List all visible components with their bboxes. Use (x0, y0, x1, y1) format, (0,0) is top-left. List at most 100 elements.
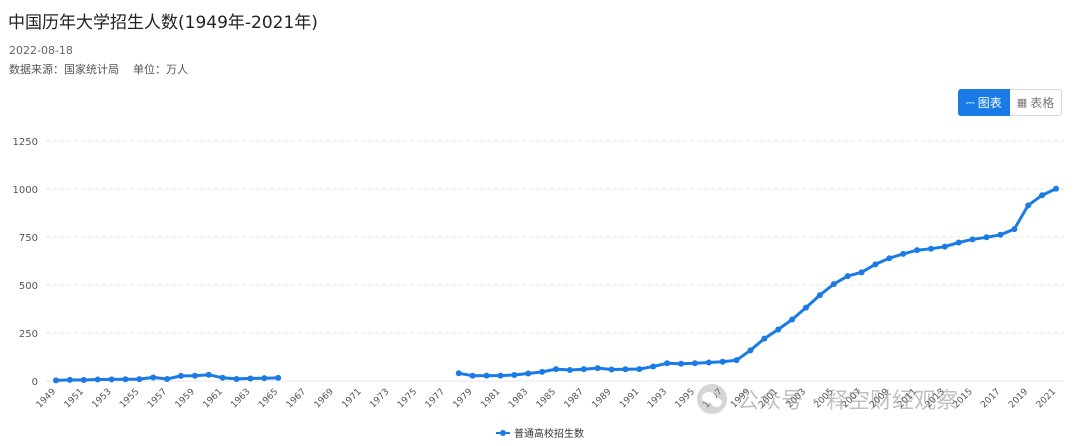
data-point (122, 376, 129, 383)
data-point (497, 372, 504, 379)
data-point (1025, 202, 1032, 209)
data-point (483, 372, 490, 379)
chart-icon: ⎓ (966, 95, 975, 109)
data-point (858, 269, 865, 276)
chart-view-button[interactable]: ⎓ 图表 (958, 89, 1010, 116)
data-point (150, 374, 157, 381)
y-tick-label: 250 (19, 329, 38, 340)
legend-swatch (496, 429, 510, 437)
y-tick-label: 1000 (13, 185, 38, 196)
data-point (747, 347, 754, 354)
x-tick-label: 2021 (1035, 387, 1058, 410)
data-point (608, 366, 615, 373)
data-point (775, 326, 782, 333)
data-point (928, 245, 934, 252)
data-point (1011, 226, 1018, 233)
x-tick-label: 1973 (368, 387, 391, 410)
data-point (511, 371, 518, 378)
x-tick-label: 1955 (118, 387, 141, 410)
chart-legend[interactable]: 普通高校招生数 (496, 425, 584, 440)
data-point (830, 281, 837, 288)
chart-view-label: 图表 (977, 96, 1002, 110)
data-point (539, 368, 546, 375)
y-tick-label: 0 (32, 377, 38, 388)
x-tick-label: 1949 (35, 387, 58, 410)
data-point (983, 234, 990, 241)
data-point (469, 372, 476, 379)
x-tick-label: 2005 (813, 387, 836, 410)
data-point (969, 236, 976, 243)
data-point (691, 360, 698, 367)
x-tick-label: 1997 (702, 387, 725, 410)
table-view-button[interactable]: ▦ 表格 (1009, 89, 1063, 116)
data-point (80, 376, 87, 383)
x-tick-label: 1977 (424, 387, 447, 410)
data-point (900, 250, 907, 257)
data-point (844, 273, 851, 280)
x-tick-label: 1993 (646, 387, 669, 410)
data-point (705, 359, 712, 366)
x-tick-label: 1963 (229, 387, 252, 410)
data-point (886, 255, 893, 262)
x-tick-label: 1957 (146, 387, 169, 410)
x-tick-label: 2019 (1007, 387, 1030, 410)
data-point (678, 360, 684, 367)
data-point (941, 243, 948, 250)
y-tick-label: 1250 (13, 137, 38, 148)
unit-label: 单位：万人 (133, 63, 188, 76)
data-point (914, 247, 921, 254)
data-point (872, 261, 879, 268)
x-tick-label: 2013 (924, 387, 947, 410)
data-point (566, 367, 573, 374)
x-tick-label: 1965 (257, 387, 280, 410)
data-point (733, 357, 740, 364)
data-point (164, 375, 171, 382)
data-point (191, 372, 198, 379)
x-tick-label: 1985 (535, 387, 558, 410)
data-point (455, 370, 462, 377)
data-point (136, 376, 143, 383)
legend-label: 普通高校招生数 (514, 429, 584, 440)
x-tick-label: 2011 (896, 387, 919, 410)
data-point (761, 335, 768, 342)
x-tick-label: 1979 (452, 387, 475, 410)
data-point (66, 376, 73, 383)
data-point (594, 365, 601, 372)
x-tick-label: 1987 (563, 387, 586, 410)
x-tick-label: 1967 (285, 387, 308, 410)
data-point (622, 366, 629, 373)
x-tick-label: 2003 (785, 387, 808, 410)
data-point (261, 375, 268, 382)
data-point (816, 292, 823, 299)
x-tick-label: 1999 (729, 387, 752, 410)
data-point (719, 358, 726, 365)
x-tick-label: 2007 (840, 387, 863, 410)
x-tick-label: 1995 (674, 387, 697, 410)
table-icon: ▦ (1016, 96, 1028, 109)
x-tick-label: 1989 (590, 387, 613, 410)
x-tick-label: 1975 (396, 387, 419, 410)
data-point (205, 371, 212, 378)
data-point (803, 304, 809, 311)
data-point (553, 366, 559, 373)
data-point (178, 372, 184, 379)
x-tick-label: 1983 (507, 387, 530, 410)
x-tick-label: 1991 (618, 387, 641, 410)
data-point (1053, 185, 1059, 192)
data-point (247, 375, 254, 382)
view-toggle: ⎓ 图表 ▦ 表格 (958, 89, 1063, 116)
x-tick-label: 1951 (63, 387, 86, 410)
data-point (955, 239, 962, 246)
data-point (650, 363, 657, 370)
x-tick-label: 2001 (757, 387, 780, 410)
y-tick-label: 750 (19, 233, 38, 244)
y-tick-label: 500 (19, 281, 38, 292)
data-point (53, 377, 59, 384)
table-view-label: 表格 (1030, 96, 1055, 110)
x-tick-label: 2009 (868, 387, 891, 410)
page-title: 中国历年大学招生人数(1949年-2021年) (8, 13, 318, 33)
series-line (457, 187, 1058, 378)
data-point (1039, 192, 1046, 199)
data-point (94, 376, 101, 383)
